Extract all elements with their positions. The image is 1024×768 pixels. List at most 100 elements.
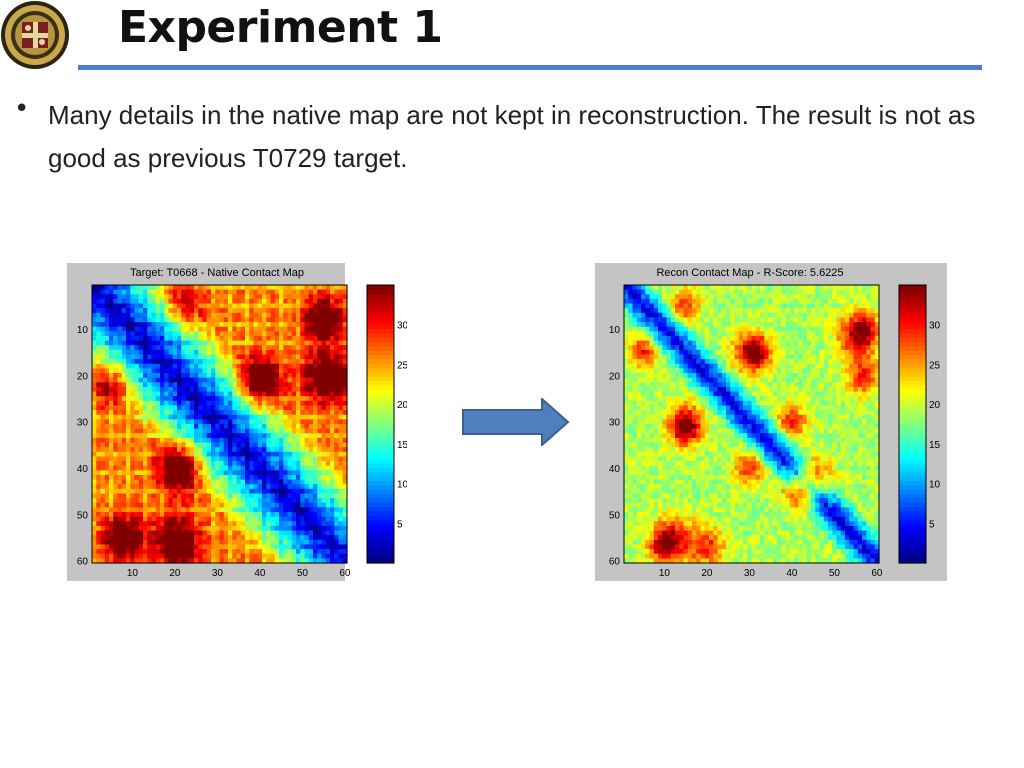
heatmap-cell (168, 326, 174, 332)
native-contact-map-figure: Target: T0668 - Native Contact Map 10203… (77, 267, 407, 579)
heatmap-cell (321, 410, 327, 416)
heatmap-cell (266, 382, 272, 388)
heatmap-cell (219, 558, 225, 564)
heatmap-cell (785, 349, 791, 356)
colorbar-band (367, 285, 394, 290)
heatmap-cell (291, 539, 297, 546)
heatmap-cell (215, 447, 221, 453)
heatmap-cell (823, 312, 829, 319)
heatmap-cell (253, 484, 259, 490)
heatmap-cell (696, 382, 702, 388)
heatmap-cell (300, 405, 306, 411)
heatmap-cell (232, 391, 238, 397)
heatmap-cell (709, 382, 714, 388)
heatmap-cell (147, 442, 153, 448)
heatmap-cell (330, 525, 335, 532)
heatmap-cell (811, 363, 816, 369)
heatmap-cell (262, 359, 267, 365)
heatmap-cell (270, 544, 276, 550)
heatmap-cell (772, 312, 778, 319)
heatmap-cell (219, 303, 225, 309)
heatmap-cell (308, 535, 314, 541)
heatmap-cell (185, 544, 191, 550)
heatmap-cell (181, 335, 187, 342)
heatmap-cell (274, 368, 280, 374)
colorbar-band (367, 515, 394, 521)
heatmap-cell (713, 331, 719, 337)
heatmap-cell (296, 308, 301, 314)
heatmap-cell (96, 285, 102, 291)
heatmap-cell (789, 331, 795, 337)
heatmap-cell (151, 331, 157, 337)
heatmap-cell (321, 442, 327, 448)
heatmap-cell (334, 382, 340, 388)
heatmap-cell (194, 414, 199, 420)
heatmap-cell (845, 289, 850, 295)
heatmap-cell (96, 298, 102, 305)
heatmap-cell (283, 317, 289, 323)
heatmap-cell (223, 289, 229, 295)
heatmap-cell (147, 456, 153, 462)
heatmap-cell (325, 326, 331, 332)
heatmap-cell (206, 553, 212, 559)
heatmap-cell (155, 298, 161, 305)
heatmap-cell (270, 437, 276, 444)
heatmap-cell (687, 308, 693, 314)
heatmap-cell (155, 308, 161, 314)
heatmap-cell (177, 349, 182, 356)
heatmap-cell (232, 373, 238, 379)
heatmap-cell (245, 521, 250, 527)
heatmap-cell (338, 419, 344, 425)
heatmap-cell (781, 298, 787, 305)
heatmap-cell (641, 340, 646, 346)
heatmap-cell (215, 359, 221, 365)
heatmap-cell (92, 405, 97, 411)
heatmap-cell (172, 428, 178, 434)
heatmap-cell (738, 354, 744, 360)
heatmap-cell (317, 414, 323, 420)
heatmap-cell (223, 396, 229, 402)
heatmap-cell (313, 285, 318, 291)
heatmap-cell (342, 465, 348, 471)
heatmap-cell (274, 414, 280, 420)
heatmap-cell (206, 373, 212, 379)
heatmap-cell (641, 289, 646, 295)
heatmap-cell (283, 479, 289, 485)
heatmap-cell (189, 414, 195, 420)
heatmap-cell (658, 331, 663, 337)
heatmap-cell (104, 359, 110, 365)
heatmap-cell (219, 298, 225, 305)
heatmap-cell (789, 354, 795, 360)
heatmap-cell (211, 516, 216, 522)
heatmap-cell (219, 414, 225, 420)
heatmap-cell (113, 428, 119, 434)
heatmap-cell (232, 340, 238, 346)
heatmap-cell (696, 294, 702, 300)
heatmap-cell (168, 285, 174, 291)
heatmap-cell (296, 373, 301, 379)
heatmap-cell (760, 331, 765, 337)
heatmap-cell (185, 502, 191, 508)
heatmap-cell (849, 363, 855, 369)
heatmap-cell (338, 442, 344, 448)
heatmap-cell (109, 553, 114, 559)
heatmap-cell (857, 322, 863, 328)
heatmap-cell (126, 414, 131, 420)
heatmap-cell (202, 308, 208, 314)
heatmap-cell (215, 539, 221, 546)
heatmap-cell (257, 456, 263, 462)
heatmap-cell (266, 405, 272, 411)
heatmap-cell (164, 530, 170, 536)
heatmap-cell (330, 474, 335, 481)
heatmap-cell (117, 530, 123, 536)
heatmap-cell (279, 331, 284, 337)
heatmap-cell (253, 553, 259, 559)
heatmap-cell (245, 447, 250, 453)
heatmap-cell (338, 340, 344, 346)
heatmap-cell (126, 363, 131, 369)
heatmap-cell (755, 308, 761, 314)
heatmap-cell (185, 530, 191, 536)
heatmap-cell (206, 419, 212, 425)
heatmap-cell (270, 331, 276, 337)
heatmap-cell (726, 298, 731, 305)
